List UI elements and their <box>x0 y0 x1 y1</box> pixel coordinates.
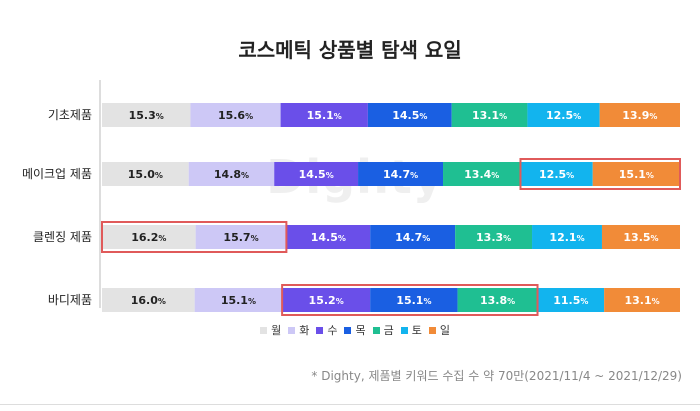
bar-segment <box>195 225 287 249</box>
data-label: 15.0% <box>128 168 163 181</box>
bar-segment <box>370 288 458 312</box>
legend-label: 수 <box>327 324 338 337</box>
bar-segment <box>532 225 602 249</box>
highlight-box <box>281 284 539 316</box>
category-label: 클렌징 제품 <box>33 230 92 244</box>
bar-segment <box>457 288 538 312</box>
legend-item: 수 <box>316 322 337 338</box>
highlight-box <box>101 221 288 253</box>
bar-segment <box>601 225 680 249</box>
category-label: 메이크업 제품 <box>22 167 92 181</box>
bar-segment <box>537 288 605 312</box>
highlight-box <box>519 158 681 190</box>
category-label: 바디제품 <box>48 293 92 307</box>
legend-label: 금 <box>383 324 394 337</box>
data-label: 15.3% <box>129 109 164 122</box>
bar-segment <box>280 103 368 127</box>
legend-swatch <box>428 326 436 334</box>
data-label: 13.1% <box>624 294 659 307</box>
data-label: 16.2% <box>131 231 166 244</box>
bar-segment <box>527 103 600 127</box>
data-label: 13.5% <box>623 231 658 244</box>
bar-segment <box>370 225 456 249</box>
legend-swatch <box>344 326 352 334</box>
legend-item: 일 <box>428 322 450 338</box>
bar-segment <box>451 103 528 127</box>
data-label: 11.5% <box>553 294 588 307</box>
data-label: 15.1% <box>619 168 654 181</box>
legend-swatch <box>400 326 408 334</box>
bar-segment <box>190 103 281 127</box>
data-label: 15.2% <box>309 294 344 307</box>
bar-segment <box>286 225 371 249</box>
legend-item: 토 <box>400 322 422 338</box>
bar-segment <box>102 162 189 186</box>
category-label: 기초제품 <box>48 108 92 122</box>
data-label: 15.7% <box>223 231 258 244</box>
data-label: 13.3% <box>476 231 511 244</box>
bar-segment <box>520 162 593 186</box>
data-label: 13.1% <box>472 109 507 122</box>
data-label: 12.5% <box>539 168 574 181</box>
bar-segment <box>599 103 680 127</box>
legend-item: 월 <box>260 322 281 338</box>
data-label: 14.7% <box>383 168 418 181</box>
bar-segment <box>274 162 359 186</box>
bar-segment <box>592 162 680 186</box>
data-label: 15.1% <box>221 294 256 307</box>
data-label: 14.8% <box>214 168 249 181</box>
legend-label: 토 <box>411 324 422 337</box>
bar-segment <box>443 162 521 186</box>
bar-segment <box>102 225 196 249</box>
data-label: 12.1% <box>549 231 584 244</box>
legend-swatch <box>288 326 296 334</box>
bar-segment <box>282 288 371 312</box>
source-note: * Dighty, 제품별 키워드 수집 수 약 70만(2021/11/4 ~… <box>311 369 682 383</box>
bar-segment <box>188 162 275 186</box>
bar-segment <box>455 225 533 249</box>
legend-swatch <box>316 326 324 334</box>
data-label: 15.1% <box>307 109 342 122</box>
data-label: 13.4% <box>464 168 499 181</box>
data-label: 12.5% <box>546 109 581 122</box>
data-label: 15.1% <box>396 294 431 307</box>
data-label: 15.6% <box>218 109 253 122</box>
legend-label: 월 <box>271 324 282 337</box>
data-label: 14.5% <box>299 168 334 181</box>
data-label: 13.9% <box>622 109 657 122</box>
bar-segment <box>194 288 283 312</box>
legend-label: 화 <box>299 324 310 337</box>
legend-item: 금 <box>372 322 394 338</box>
data-label: 16.0% <box>131 294 166 307</box>
bar-segment <box>604 288 680 312</box>
bar-segment <box>102 103 191 127</box>
bar-segment <box>102 288 195 312</box>
data-label: 14.5% <box>311 231 346 244</box>
bar-segment <box>367 103 452 127</box>
legend-label: 일 <box>439 324 450 337</box>
data-label: 14.7% <box>395 231 430 244</box>
data-label: 14.5% <box>392 109 427 122</box>
legend-swatch <box>372 326 380 334</box>
chart-title: 코스메틱 상품별 탐색 요일 <box>238 38 462 62</box>
legend-label: 목 <box>355 324 366 337</box>
legend-swatch <box>260 326 268 334</box>
legend-item: 화 <box>288 322 309 338</box>
legend-item: 목 <box>344 322 366 338</box>
bar-segment <box>358 162 444 186</box>
data-label: 13.8% <box>480 294 515 307</box>
bottom-divider <box>0 404 700 405</box>
